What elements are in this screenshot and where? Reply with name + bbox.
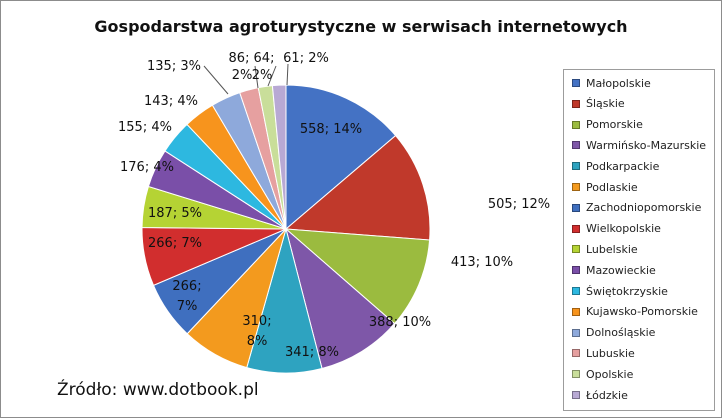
legend-label: Śląskie — [586, 97, 625, 111]
data-label: 310; 8% — [242, 314, 271, 349]
legend-label: Mazowieckie — [586, 263, 656, 277]
pie-slice-Łódzkie — [271, 84, 287, 230]
data-label: 558; 14% — [300, 122, 362, 137]
legend-item: Świętokrzyskie — [572, 282, 668, 300]
legend-item: Podkarpackie — [572, 157, 659, 175]
leader-line — [267, 65, 277, 87]
pie-slice-Pomorskie — [284, 228, 431, 325]
legend-item: Kujawsko-Pomorskie — [572, 303, 698, 321]
legend-item: Łódzkie — [572, 386, 628, 404]
legend-swatch — [572, 245, 580, 254]
legend-item: Pomorskie — [572, 116, 643, 134]
legend-label: Pomorskie — [586, 118, 643, 132]
pie-slice-Śląskie — [284, 134, 431, 241]
leader-line — [203, 65, 229, 95]
legend-swatch — [572, 391, 580, 399]
legend-item: Lubelskie — [572, 240, 638, 258]
data-label: 143; 4% — [144, 94, 198, 109]
data-label: 413; 10% — [451, 255, 513, 270]
pie-slice-Małopolskie — [285, 84, 397, 231]
legend-label: Wielkopolskie — [586, 222, 661, 236]
data-label: 341; 8% — [285, 345, 339, 360]
source-label: Źródło: www.dotbook.pl — [57, 380, 259, 400]
legend-label: Podkarpackie — [586, 159, 660, 173]
legend-label: Kujawsko-Pomorskie — [586, 305, 698, 319]
legend-item: Małopolskie — [572, 74, 651, 92]
legend-label: Warmińsko-Mazurskie — [586, 138, 707, 152]
legend-swatch — [572, 370, 580, 379]
data-label: 135; 3% — [147, 59, 201, 74]
data-label: 64; 2% — [252, 51, 275, 83]
legend-item: Opolskie — [572, 365, 633, 383]
legend-item: Mazowieckie — [572, 261, 656, 279]
legend-swatch — [572, 79, 580, 87]
legend-label: Zachodniopomorskie — [586, 201, 702, 215]
legend-label: Opolskie — [586, 367, 634, 381]
data-label: 388; 10% — [369, 315, 431, 330]
chart-title: Gospodarstwa agroturystyczne w serwisach… — [94, 17, 628, 36]
legend-label: Lubelskie — [586, 242, 638, 256]
leader-line — [254, 65, 259, 89]
legend-item: Śląskie — [572, 95, 625, 113]
legend-swatch — [572, 99, 580, 108]
legend-swatch — [572, 287, 580, 295]
legend-swatch — [572, 203, 580, 212]
legend-item: Dolnośląskie — [572, 324, 655, 342]
legend-label: Świętokrzyskie — [586, 284, 668, 298]
legend-swatch — [572, 328, 580, 337]
legend-label: Podlaskie — [586, 180, 638, 194]
legend-item: Podlaskie — [572, 178, 638, 196]
legend-swatch — [572, 162, 580, 171]
data-label: 155; 4% — [118, 120, 172, 135]
data-label: 176; 4% — [120, 160, 174, 175]
legend-item: Lubuskie — [572, 344, 635, 362]
leader-line — [286, 63, 289, 86]
legend-label: Dolnośląskie — [586, 326, 656, 340]
legend-swatch — [572, 266, 580, 275]
data-label: 266; 7% — [148, 236, 202, 251]
data-label: 86; 2% — [229, 51, 253, 83]
legend-swatch — [572, 141, 580, 150]
legend-swatch — [572, 307, 580, 316]
data-label: 266; 7% — [172, 279, 201, 314]
legend-item: Warmińsko-Mazurskie — [572, 136, 706, 154]
legend-swatch — [572, 183, 580, 191]
legend-item: Wielkopolskie — [572, 220, 661, 238]
legend-item: Zachodniopomorskie — [572, 199, 701, 217]
legend: Małopolskie Śląskie Pomorskie Warmińsko-Maz… — [563, 69, 715, 411]
legend-label: Małopolskie — [586, 76, 651, 90]
legend-swatch — [572, 120, 580, 129]
legend-label: Lubuskie — [586, 346, 635, 360]
legend-swatch — [572, 224, 580, 233]
legend-label: Łódzkie — [586, 388, 628, 402]
data-label: 61; 2% — [283, 51, 329, 66]
data-label: 505; 12% — [488, 197, 550, 212]
data-label: 187; 5% — [148, 206, 202, 221]
legend-swatch — [572, 349, 580, 358]
